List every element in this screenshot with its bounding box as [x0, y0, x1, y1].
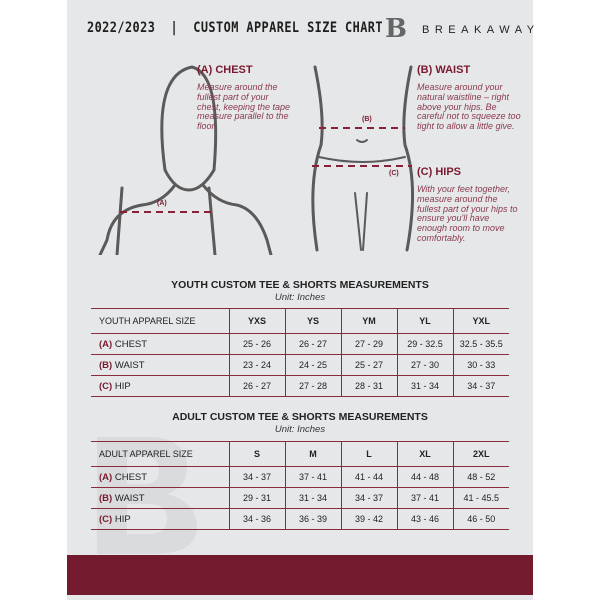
measurement-cell: 46 - 50 — [452, 508, 509, 530]
youth-table-title: YOUTH CUSTOM TEE & SHORTS MEASUREMENTS — [171, 279, 429, 291]
measurement-cell: 43 - 46 — [396, 508, 453, 530]
waist-marker: (B) — [362, 116, 372, 123]
size-header: YL — [396, 308, 453, 334]
table-header-row: YOUTH APPAREL SIZE YXS YS YM YL YXL — [91, 308, 509, 334]
measurement-cell: 34 - 36 — [228, 508, 285, 530]
measurement-cell: 27 - 30 — [396, 354, 453, 376]
measurement-cell: 41 - 44 — [340, 466, 397, 488]
measurement-cell: 28 - 31 — [340, 375, 397, 397]
adult-table-title: ADULT CUSTOM TEE & SHORTS MEASUREMENTS — [172, 411, 428, 423]
measurement-cell: 30 - 33 — [452, 354, 509, 376]
size-header: YS — [284, 308, 341, 334]
measurement-cell: 39 - 42 — [340, 508, 397, 530]
head-outline — [160, 65, 218, 192]
measurement-cell: 31 - 34 — [284, 487, 341, 509]
measurement-cell: 36 - 39 — [284, 508, 341, 530]
measure-letter: (B) — [99, 359, 113, 371]
table-row: (C) HIP 26 - 27 27 - 28 28 - 31 31 - 34 34 - … — [91, 375, 509, 397]
measure-label: (B) WAIST — [91, 487, 229, 509]
measurement-cell: 26 - 27 — [228, 375, 285, 397]
table-header-row: ADULT APPAREL SIZE S M L XL 2XL — [91, 441, 509, 467]
size-header: M — [284, 441, 341, 467]
body-illustration — [98, 65, 415, 255]
size-header: YXL — [452, 308, 509, 334]
measurement-cell: 41 - 45.5 — [452, 487, 509, 509]
measure-letter: (A) — [99, 338, 113, 350]
youth-size-table: YOUTH APPAREL SIZE YXS YS YM YL YXL (A) CHEST 2… — [91, 308, 509, 397]
size-header: YXS — [228, 308, 285, 334]
measure-letter: (C) — [99, 513, 113, 525]
measurement-cell: 34 - 37 — [228, 466, 285, 488]
size-chart-page: 2022/2023 | CUSTOM APPAREL SIZE CHART B … — [67, 0, 534, 600]
measurement-cell: 37 - 41 — [284, 466, 341, 488]
measurement-cell: 24 - 25 — [284, 354, 341, 376]
size-header: YM — [340, 308, 397, 334]
measure-letter: (B) — [99, 492, 113, 504]
brand-logo: B — [385, 14, 407, 44]
measurement-cell: 29 - 31 — [228, 487, 285, 509]
measurement-cell: 25 - 26 — [228, 333, 285, 355]
measurement-cell: 48 - 52 — [452, 466, 509, 488]
chest-description: Measure around the fullest part of your … — [197, 82, 291, 132]
page-title: 2022/2023 | CUSTOM APPAREL SIZE CHART — [87, 20, 383, 36]
measurement-cell: 27 - 28 — [284, 375, 341, 397]
size-header: L — [340, 441, 397, 467]
youth-unit: Unit: Inches — [274, 292, 326, 303]
torso-left — [311, 65, 324, 252]
chest-heading: (A) CHEST — [197, 64, 253, 76]
measure-label: (C) HIP — [91, 508, 229, 530]
measurement-cell: 25 - 27 — [340, 354, 397, 376]
measurement-cell: 34 - 37 — [340, 487, 397, 509]
size-header: XL — [396, 441, 453, 467]
measure-label: (C) HIP — [91, 375, 229, 397]
table-row: (B) WAIST 29 - 31 31 - 34 34 - 37 37 - 41 41 … — [91, 487, 509, 509]
measurement-cell: 31 - 34 — [396, 375, 453, 397]
measurement-cell: 34 - 37 — [452, 375, 509, 397]
footer-bar — [67, 555, 533, 595]
torso-right — [402, 65, 415, 252]
measure-name: HIP — [114, 513, 131, 525]
table-row: (C) HIP 34 - 36 36 - 39 39 - 42 43 - 46 46 - … — [91, 508, 509, 530]
measurement-cell: 29 - 32.5 — [396, 333, 453, 355]
measurement-cell: 23 - 24 — [228, 354, 285, 376]
table-row: (A) CHEST 34 - 37 37 - 41 41 - 44 44 - 48 48 … — [91, 466, 509, 488]
measurement-cell: 32.5 - 35.5 — [452, 333, 509, 355]
size-header: 2XL — [452, 441, 509, 467]
measurement-cell: 26 - 27 — [284, 333, 341, 355]
measure-name: HIP — [114, 380, 131, 392]
measure-label: (A) CHEST — [91, 466, 229, 488]
hips-description: With your feet together, measure around … — [417, 184, 518, 243]
table-row: (A) CHEST 25 - 26 26 - 27 27 - 29 29 - 32.5 3… — [91, 333, 509, 355]
size-header: S — [228, 441, 285, 467]
adult-size-table: ADULT APPAREL SIZE S M L XL 2XL (A) CHEST 34 - … — [91, 441, 509, 530]
brand-name: BREAKAWAY — [422, 24, 540, 36]
measure-name: CHEST — [114, 338, 148, 350]
chest-marker: (A) — [157, 200, 167, 207]
measure-name: WAIST — [114, 492, 145, 504]
measure-letter: (C) — [99, 380, 113, 392]
measure-label: (B) WAIST — [91, 354, 229, 376]
measurement-cell: 37 - 41 — [396, 487, 453, 509]
adult-unit: Unit: Inches — [274, 424, 326, 435]
hips-marker: (C) — [389, 170, 399, 177]
size-header-label: ADULT APPAREL SIZE — [91, 441, 229, 467]
measurement-cell: 27 - 29 — [340, 333, 397, 355]
table-row: (B) WAIST 23 - 24 24 - 25 25 - 27 27 - 30 30 … — [91, 354, 509, 376]
waist-description: Measure around your natural waistline – … — [417, 82, 521, 132]
measure-label: (A) CHEST — [91, 333, 229, 355]
measure-name: CHEST — [114, 471, 148, 483]
size-header-label: YOUTH APPAREL SIZE — [91, 308, 229, 334]
waist-heading: (B) WAIST — [417, 64, 471, 76]
measure-name: WAIST — [114, 359, 145, 371]
hips-heading: (C) HIPS — [417, 166, 461, 178]
measurement-cell: 44 - 48 — [396, 466, 453, 488]
measure-letter: (A) — [99, 471, 113, 483]
